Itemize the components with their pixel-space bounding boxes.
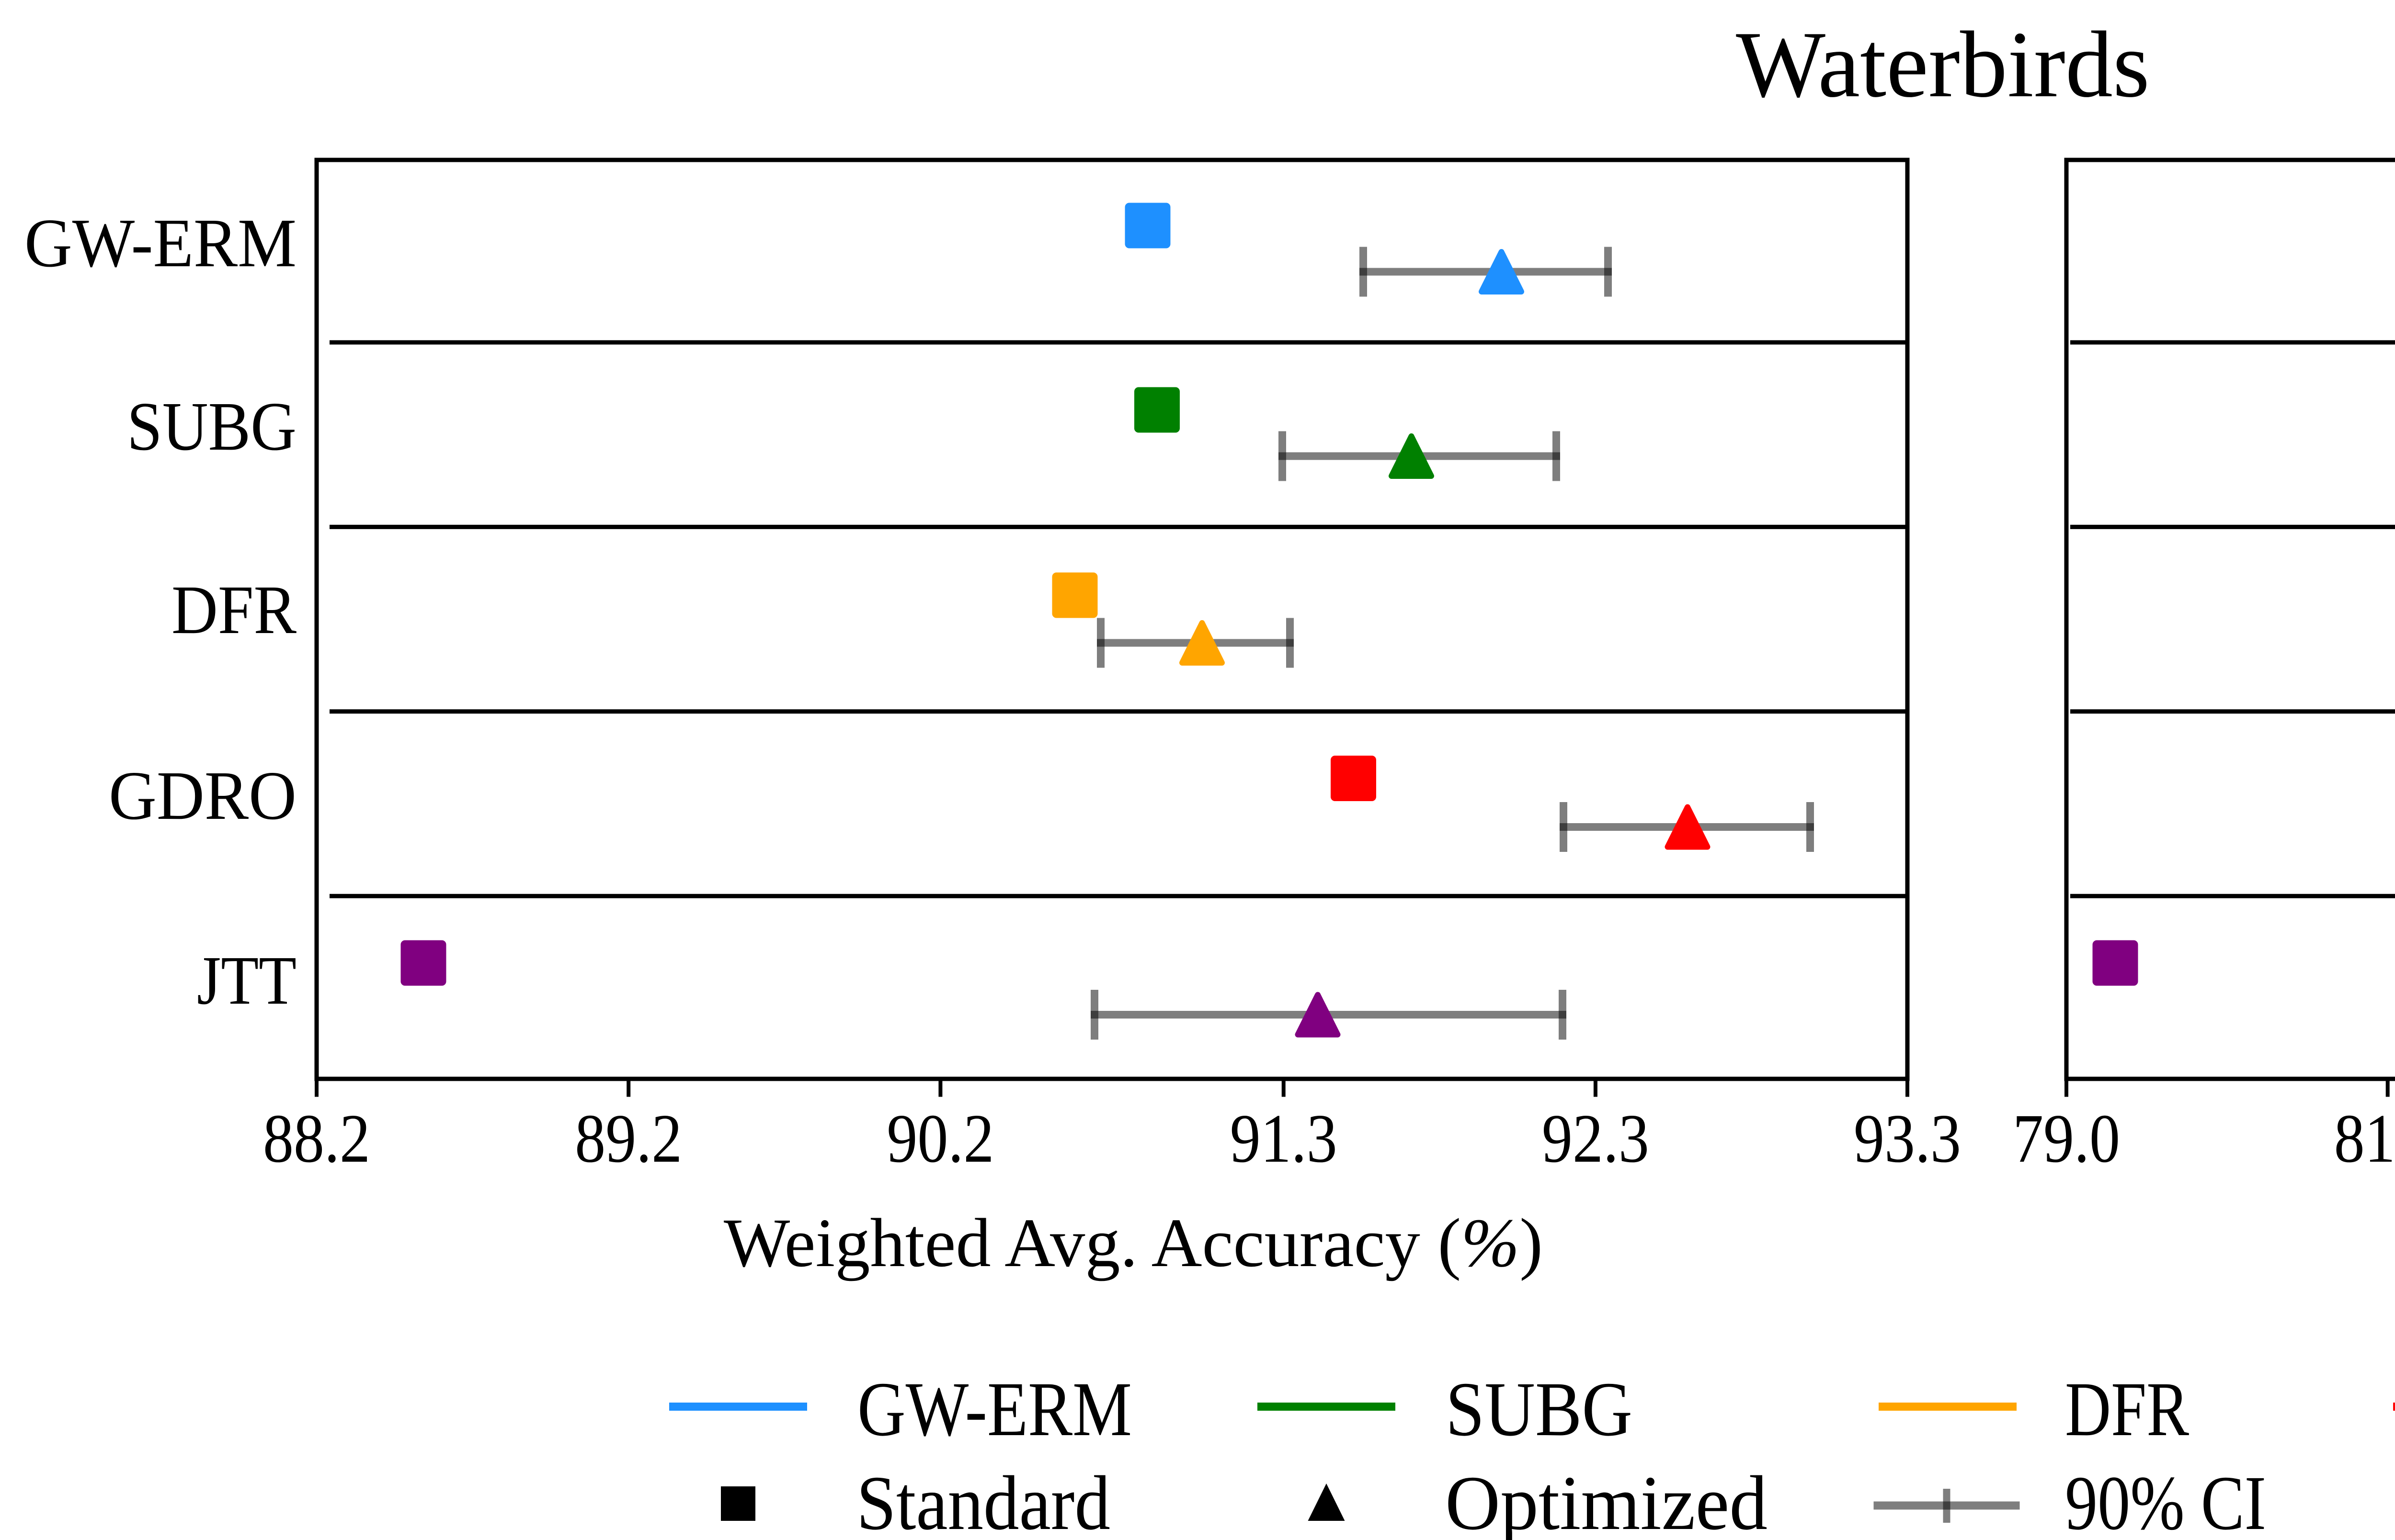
svg-text:SUBG: SUBG bbox=[1446, 1367, 1632, 1452]
svg-text:Standard: Standard bbox=[856, 1461, 1110, 1540]
svg-text:GW-ERM: GW-ERM bbox=[24, 205, 297, 282]
svg-text:DFR: DFR bbox=[171, 572, 297, 648]
svg-text:90% CI: 90% CI bbox=[2065, 1461, 2266, 1540]
svg-text:90.2: 90.2 bbox=[887, 1100, 994, 1177]
svg-text:88.2: 88.2 bbox=[263, 1100, 370, 1177]
svg-text:93.3: 93.3 bbox=[1854, 1100, 1961, 1177]
svg-text:Weighted Avg. Accuracy (%): Weighted Avg. Accuracy (%) bbox=[724, 1205, 1543, 1281]
svg-text:91.3: 91.3 bbox=[1230, 1100, 1337, 1177]
svg-text:GW-ERM: GW-ERM bbox=[857, 1367, 1132, 1452]
svg-text:JTT: JTT bbox=[197, 942, 297, 1019]
svg-text:GDRO: GDRO bbox=[109, 758, 297, 834]
svg-text:92.3: 92.3 bbox=[1542, 1100, 1649, 1177]
svg-text:Optimized: Optimized bbox=[1445, 1461, 1768, 1540]
svg-text:89.2: 89.2 bbox=[575, 1100, 682, 1177]
svg-text:Waterbirds: Waterbirds bbox=[1736, 12, 2150, 117]
svg-text:SUBG: SUBG bbox=[127, 388, 297, 465]
svg-text:DFR: DFR bbox=[2065, 1367, 2189, 1452]
svg-text:79.0: 79.0 bbox=[2013, 1100, 2120, 1177]
svg-text:81.1: 81.1 bbox=[2334, 1100, 2395, 1177]
